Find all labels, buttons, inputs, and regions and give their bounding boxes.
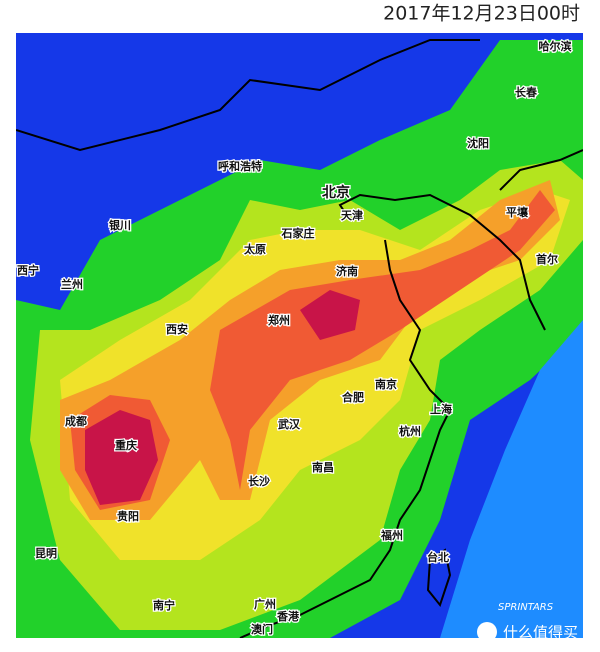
- site-label: 什么值得买: [503, 624, 578, 642]
- level-red: [70, 190, 555, 510]
- city-label: 重庆: [115, 438, 137, 452]
- city-label: 南宁: [153, 598, 175, 612]
- city-label: 郑州: [268, 313, 290, 327]
- city-label: 合肥: [342, 390, 364, 404]
- city-label: 石家庄: [281, 226, 315, 240]
- city-label: 武汉: [278, 417, 301, 431]
- city-label: 北京: [322, 184, 350, 201]
- city-label: 昆明: [35, 547, 57, 560]
- city-label: 福州: [380, 528, 403, 542]
- city-label: 济南: [336, 264, 358, 278]
- city-label: 杭州: [399, 424, 421, 438]
- city-label: 广州: [254, 597, 276, 611]
- city-label: 南京: [375, 377, 397, 391]
- city-label: 平壤: [506, 205, 529, 219]
- borders: [16, 39, 583, 638]
- city-label: 香港: [276, 609, 300, 623]
- city-label: 长春: [515, 85, 538, 99]
- city-label: 兰州: [61, 277, 83, 291]
- city-label: 澳门: [251, 622, 273, 636]
- city-label: 西宁: [17, 263, 39, 277]
- city-label: 上海: [430, 402, 452, 416]
- city-label: 哈尔滨: [539, 39, 572, 53]
- map-area: [16, 33, 583, 638]
- city-label: 银川: [109, 218, 131, 232]
- timestamp: 2017年12月23日00时: [383, 3, 580, 25]
- city-label: 长沙: [248, 474, 270, 488]
- city-label: 沈阳: [467, 136, 489, 150]
- source-label: SPRINTARS: [498, 602, 554, 613]
- city-label: 太原: [243, 242, 266, 256]
- city-label: 首尔: [536, 252, 558, 266]
- city-label: 台北: [427, 550, 449, 564]
- level-lightblue: [440, 320, 583, 638]
- city-label: 南昌: [312, 460, 334, 474]
- city-label: 西安: [166, 322, 188, 336]
- level-crimson: [85, 290, 360, 505]
- logo: [477, 622, 497, 642]
- city-label: 呼和浩特: [218, 159, 262, 173]
- watermark: SPRINTARS 什么值得买: [477, 602, 578, 642]
- city-label: 成都: [65, 414, 87, 428]
- city-label: 贵阳: [117, 509, 139, 523]
- city-label: 天津: [341, 208, 363, 222]
